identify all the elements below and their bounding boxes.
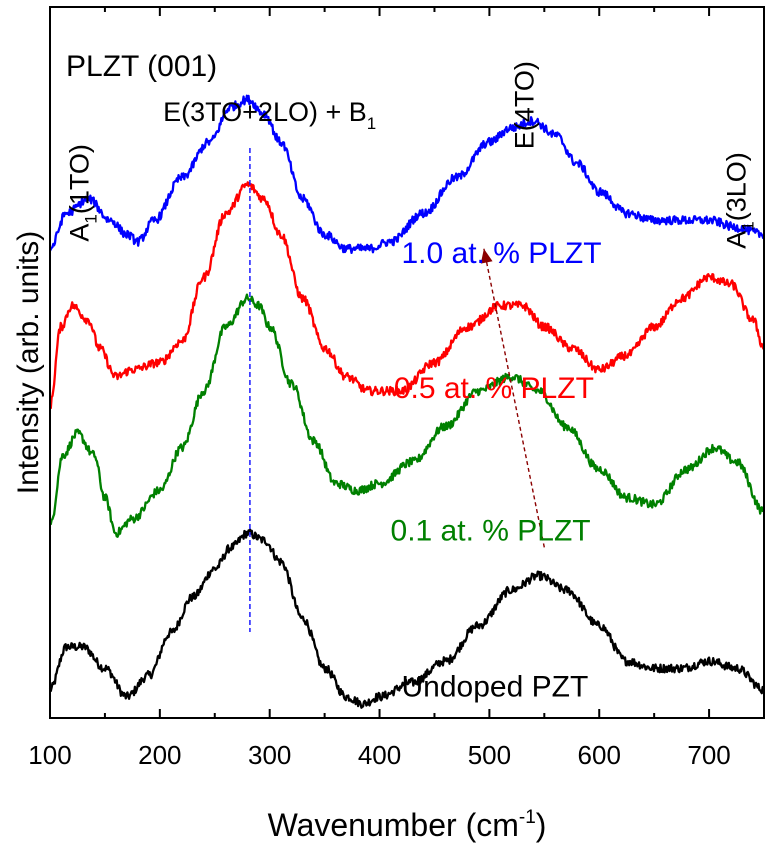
series-line-0-5-at-plzt	[48, 181, 765, 410]
x-axis-label-close: )	[536, 807, 547, 843]
series-label: 1.0 at. % PLZT	[402, 237, 602, 270]
x-tick-label: 200	[138, 740, 181, 770]
peak-annotations: A1(1TO) E(3TO+2LO) + B1 E(4TO) A1(3LO)	[64, 61, 757, 249]
chart-title: PLZT (001)	[66, 50, 217, 83]
x-tick-label: 700	[687, 740, 730, 770]
peak-annotation: A1(1TO)	[64, 144, 100, 242]
x-tick-label: 600	[578, 740, 621, 770]
series-label: 0.5 at. % PLZT	[394, 372, 594, 405]
x-tick-label: 400	[358, 740, 401, 770]
overlay-layer	[249, 148, 545, 632]
x-axis-label-main: Wavenumber (cm	[268, 807, 519, 843]
peak-annotation: E(4TO)	[509, 61, 539, 149]
trend-arrow-head	[480, 248, 493, 264]
series-label: 0.1 at. % PLZT	[391, 514, 591, 547]
x-tick-label: 100	[28, 740, 71, 770]
x-axis-label: Wavenumber (cm-1)	[268, 807, 547, 843]
series-line-undoped-pzt	[48, 528, 765, 709]
series-labels: Undoped PZT 0.1 at. % PLZT 0.5 at. % PLZT 1…	[391, 237, 602, 704]
series-label: Undoped PZT	[402, 671, 589, 704]
peak-annotation: E(3TO+2LO) + B1	[163, 97, 376, 133]
plot-frame	[49, 6, 765, 719]
x-axis-label-sup: -1	[519, 807, 536, 828]
series-line-0-1-at-plzt	[49, 293, 765, 538]
x-tick-label: 500	[468, 740, 511, 770]
series-line-1-0-at-plzt	[48, 94, 765, 255]
x-tick-label: 300	[248, 740, 291, 770]
trend-arrow-line	[483, 248, 545, 548]
axis-layer: 100 200 300 400 500 600 700	[28, 7, 731, 770]
peak-annotation: A1(3LO)	[721, 152, 757, 249]
series-layer	[48, 94, 765, 709]
y-axis-label: Intensity (arb. units)	[12, 231, 45, 494]
